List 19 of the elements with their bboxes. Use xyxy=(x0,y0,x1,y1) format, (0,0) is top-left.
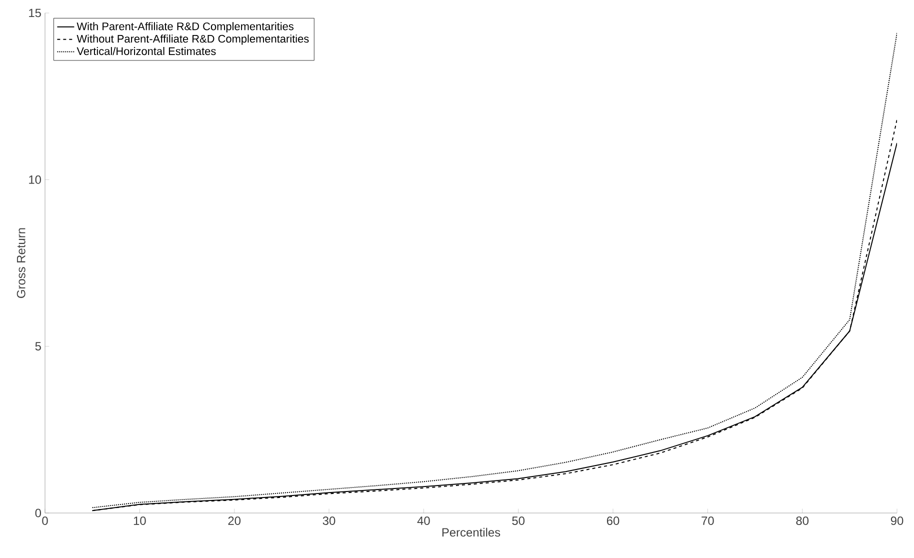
x-tick-label: 30 xyxy=(322,516,336,525)
x-tick-label: 70 xyxy=(702,516,714,525)
legend-label: With Parent-Affiliate R&D Complementarities xyxy=(76,22,294,32)
x-tick-label: 90 xyxy=(890,516,904,525)
x-tick-label: 10 xyxy=(134,516,146,525)
legend-label: Vertical/Horizontal Estimates xyxy=(76,47,216,56)
y-tick-label: 15 xyxy=(29,8,41,18)
legend-label: Without Parent-Affiliate R&D Complementarities xyxy=(76,34,309,45)
y-tick-label: 10 xyxy=(29,175,42,184)
x-tick-label: 60 xyxy=(606,516,620,525)
x-tick-label: 20 xyxy=(228,516,241,525)
x-tick-label: 0 xyxy=(42,516,48,525)
x-axis-title: Percentiles xyxy=(442,528,500,537)
y-axis-title: Gross Return xyxy=(16,228,26,298)
x-tick-label: 80 xyxy=(796,516,809,525)
y-tick-label: 0 xyxy=(35,508,42,518)
y-tick-label: 5 xyxy=(35,342,41,350)
x-tick-label: 40 xyxy=(417,516,430,525)
x-tick-label: 50 xyxy=(512,516,525,525)
